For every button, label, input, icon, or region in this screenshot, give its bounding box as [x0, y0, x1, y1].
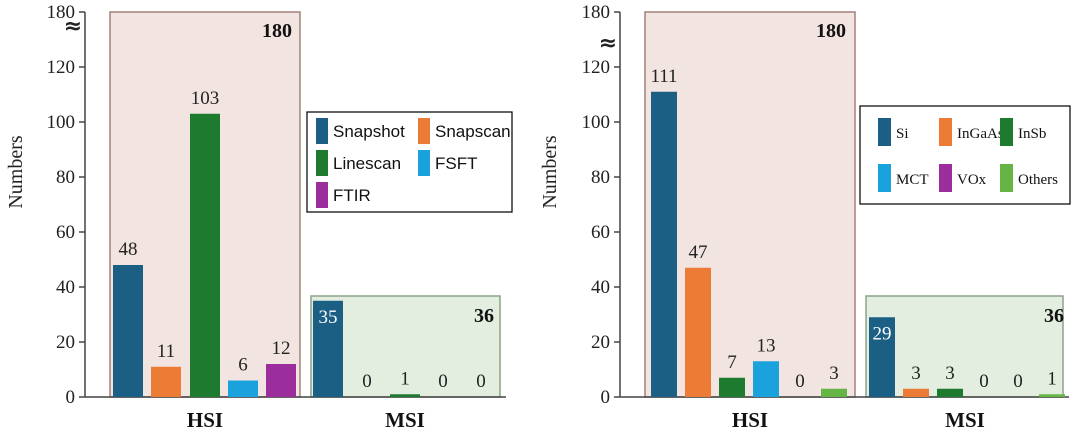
y-tick-label: 80 [56, 167, 75, 188]
data-label: 13 [757, 335, 776, 356]
legend-entry-label: InSb [1018, 126, 1046, 142]
axis-break-mark: ≈ [599, 31, 617, 56]
y-tick-label: 180 [582, 2, 611, 23]
data-label: 0 [476, 371, 486, 392]
data-label: 11 [157, 341, 175, 362]
legend-swatch [1000, 164, 1013, 192]
legend-swatch [939, 118, 952, 146]
bar-hsi-linescan [190, 113, 220, 397]
y-tick-label: 20 [591, 332, 610, 353]
bar-msi-snapshot [313, 300, 343, 397]
group-label: MSI [385, 408, 425, 431]
group-total-label: 180 [262, 20, 292, 42]
legend-swatch [878, 164, 891, 192]
legend-swatch [878, 118, 891, 146]
group-total-label: 180 [816, 20, 846, 42]
bar-hsi-insb [719, 377, 745, 397]
group-total-label: 36 [1044, 305, 1064, 327]
bar-hsi-ftir [266, 364, 296, 397]
group-total-label: 36 [474, 305, 494, 327]
legend-entry-label: Linescan [333, 154, 401, 173]
y-tick-label: 40 [591, 277, 610, 298]
data-label: 0 [1013, 371, 1023, 392]
legend-swatch [939, 164, 952, 192]
msi-panel [865, 295, 1064, 398]
bar-hsi-others [821, 388, 847, 397]
legend-entry-label: InGaAs [957, 126, 1004, 142]
data-label: 3 [911, 363, 921, 384]
bar-msi-ingaas [903, 388, 929, 397]
data-label: 103 [191, 88, 220, 109]
legend-entry-label: Si [896, 126, 909, 142]
data-label: 35 [319, 307, 338, 328]
y-tick-label: 40 [56, 277, 75, 298]
data-label: 0 [979, 371, 989, 392]
data-label: 3 [945, 363, 955, 384]
data-label: 6 [238, 355, 248, 376]
y-tick-label: 60 [591, 222, 610, 243]
y-tick-label: 120 [582, 57, 611, 78]
y-axis-label: Numbers [5, 135, 27, 209]
data-label: 48 [119, 239, 138, 260]
data-label: 12 [272, 338, 291, 359]
bar-msi-si [869, 317, 895, 397]
legend-swatch [316, 118, 328, 144]
bar-msi-others [1039, 394, 1065, 397]
bar-msi-insb [937, 388, 963, 397]
legend-entry-label: VOx [957, 172, 987, 188]
y-tick-label: 100 [47, 112, 76, 133]
legend-entry-label: Snapshot [333, 122, 405, 141]
group-label: HSI [732, 408, 768, 431]
y-tick-label: 180 [47, 2, 76, 23]
hsi-panel [644, 11, 856, 398]
y-tick-label: 0 [601, 387, 611, 408]
y-tick-label: 80 [591, 167, 610, 188]
y-tick-label: 20 [56, 332, 75, 353]
axis-break-mark: ≈ [64, 14, 82, 39]
legend-entry-label: FTIR [333, 186, 371, 205]
legend-entry-label: MCT [896, 172, 929, 188]
legend-swatch [316, 150, 328, 176]
data-label: 7 [727, 352, 737, 373]
legend-box [306, 111, 513, 213]
data-label: 1 [1047, 368, 1057, 389]
group-label: MSI [945, 408, 985, 431]
data-label: 0 [795, 371, 805, 392]
y-tick-label: 0 [66, 387, 76, 408]
bar-hsi-fsft [228, 380, 258, 397]
data-label: 29 [873, 323, 892, 344]
data-label: 3 [829, 363, 839, 384]
y-tick-label: 100 [582, 112, 611, 133]
y-tick-label: 120 [47, 57, 76, 78]
bar-hsi-mct [753, 361, 779, 397]
legend-swatch [1000, 118, 1013, 146]
y-tick-label: 60 [56, 222, 75, 243]
data-label: 0 [438, 371, 448, 392]
legend-swatch [418, 150, 430, 176]
bar-hsi-ingaas [685, 267, 711, 397]
legend-swatch [418, 118, 430, 144]
bar-hsi-snapshot [113, 265, 143, 397]
legend-entry-label: FSFT [435, 154, 478, 173]
bar-hsi-si [651, 91, 677, 397]
legend-box [859, 105, 1071, 205]
legend-swatch [316, 182, 328, 208]
data-label: 0 [362, 371, 372, 392]
bar-msi-linescan [390, 394, 420, 397]
group-label: HSI [187, 408, 223, 431]
legend-entry-label: Snapscan [435, 122, 511, 141]
data-label: 111 [650, 66, 677, 87]
data-label: 47 [689, 242, 708, 263]
bar-hsi-snapscan [151, 366, 181, 397]
y-axis-label: Numbers [539, 135, 561, 209]
legend-entry-label: Others [1018, 172, 1058, 188]
data-label: 1 [400, 368, 410, 389]
